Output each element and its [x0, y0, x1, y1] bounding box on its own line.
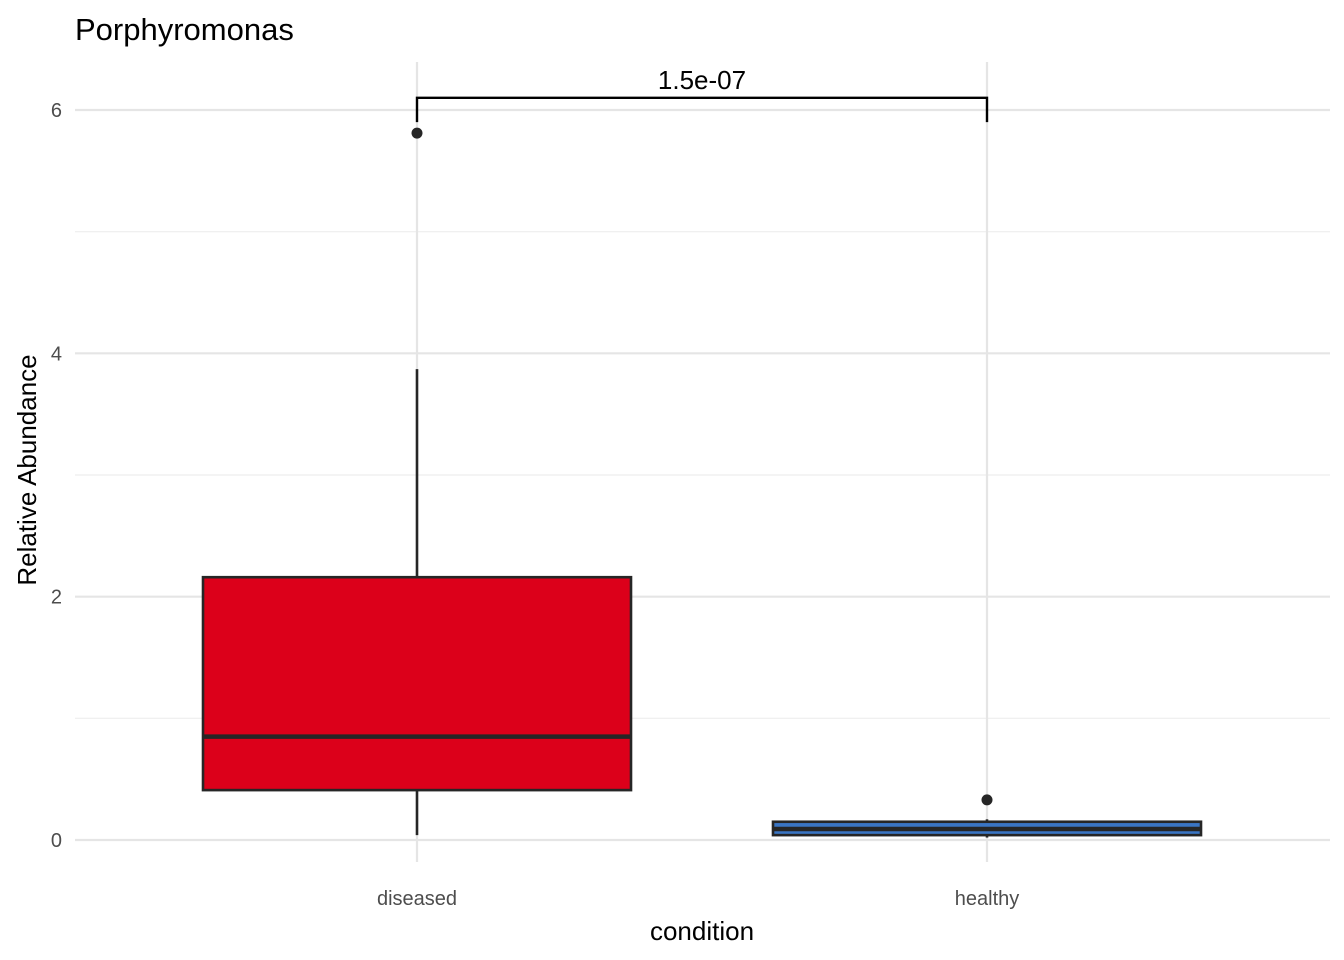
y-tick-label: 2 — [51, 587, 62, 609]
significance-bracket — [415, 96, 989, 123]
outlier-point — [411, 127, 423, 139]
boxes — [201, 127, 1203, 838]
y-tick-label: 4 — [51, 343, 62, 365]
x-tick-label: healthy — [955, 888, 1020, 910]
axes: 0 2 4 6 diseased healthy — [51, 100, 1019, 910]
x-axis-title: condition — [650, 916, 754, 946]
chart-title: Porphyromonas — [75, 12, 294, 47]
y-axis-title: Relative Abundance — [12, 354, 42, 585]
x-tick-label: diseased — [377, 888, 457, 910]
box-diseased — [201, 127, 633, 836]
y-tick-label: 0 — [51, 830, 62, 852]
y-tick-label: 6 — [51, 100, 62, 122]
outlier-point — [981, 794, 993, 806]
annotations: 1.5e-07 — [415, 65, 989, 123]
box-body — [201, 575, 633, 792]
box-healthy — [771, 794, 1203, 838]
p-value-label: 1.5e-07 — [658, 65, 746, 95]
